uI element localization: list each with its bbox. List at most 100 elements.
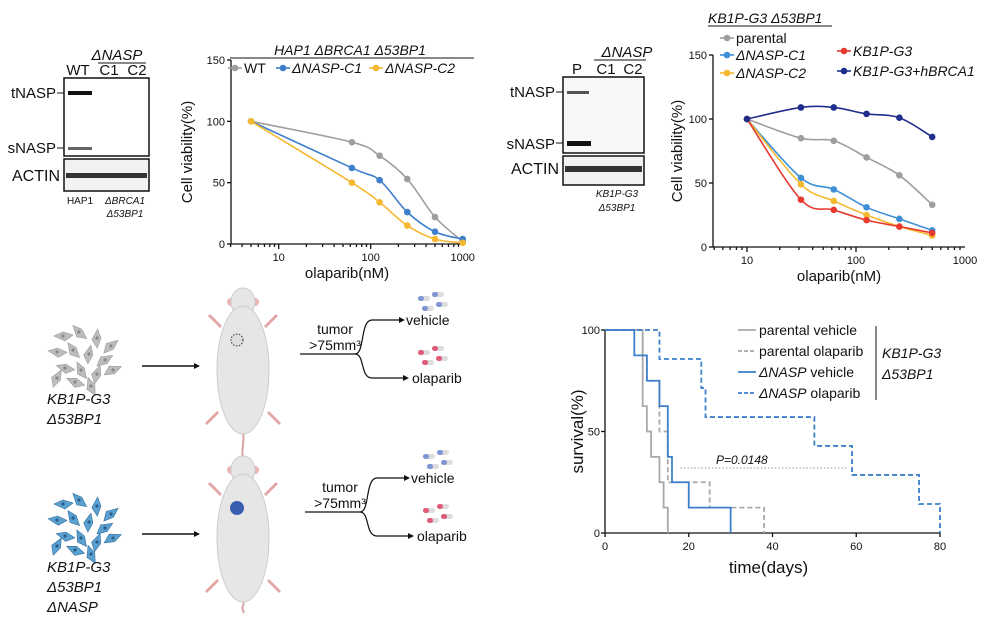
data-point-ΔNASP-C1 (830, 186, 838, 193)
data-point-parental (896, 172, 903, 179)
legend-label: parental vehicle (759, 322, 857, 338)
cell-nucleus (73, 380, 77, 384)
x-tick-label: 20 (683, 541, 695, 553)
data-point-ΔNASP-C1 (348, 164, 356, 172)
arm-label: vehicle (406, 312, 450, 328)
cell-line-label: ΔBRCA1 (104, 196, 145, 207)
x-tick-label: 1000 (953, 255, 977, 267)
series-curve-ΔNASP-C2 (746, 118, 933, 237)
cell-nucleus (109, 344, 113, 348)
legend-label: parental (736, 30, 787, 46)
y-tick-label: 0 (701, 242, 707, 254)
western-blot-hap1: ΔNASP WT C1 C2 tNASP sNASP ACTIN HAP1 ΔB… (8, 47, 150, 220)
blot-nasp-panel (63, 77, 150, 157)
loading-label: ACTIN (12, 168, 60, 185)
data-point-WT (431, 213, 439, 221)
cell-nucleus (61, 502, 65, 506)
legend-label: WT (244, 60, 266, 76)
pill-half (422, 360, 428, 365)
series-curve-WT (250, 120, 464, 243)
series-curve-parental (746, 118, 933, 206)
survival-curve-ΔNASP vehicle (605, 329, 732, 533)
data-point-KB1P-G3 (830, 206, 838, 214)
pill-half (432, 292, 438, 297)
legend-marker (231, 64, 239, 72)
lane-label: C2 (623, 61, 642, 78)
cell-line-label: Δ53BP1 (46, 579, 102, 596)
western-blot-kb1p: ΔNASP P C1 C2 tNASP sNASP ACTIN KB1P-G3 … (507, 44, 653, 214)
branch-arrow-icon (359, 477, 405, 513)
mouse-icon (204, 287, 282, 463)
series-curve-KB1P-G3+hBRCA1 (746, 105, 933, 138)
band-snasp (68, 147, 92, 150)
cell-nucleus (103, 526, 107, 530)
data-point-parental (863, 154, 870, 161)
band-label: sNASP (507, 136, 555, 153)
loading-label: ACTIN (511, 161, 559, 178)
pill-half (423, 454, 429, 459)
legend-marker (840, 67, 848, 75)
data-point-ΔNASP-C1 (797, 174, 805, 182)
x-axis-label: olaparib(nM) (797, 268, 881, 285)
pill-half (437, 504, 443, 509)
pill-half (441, 460, 447, 465)
pill-half (422, 306, 428, 311)
branch-arrow-icon (354, 353, 404, 379)
y-tick-label: 100 (207, 116, 225, 128)
cell-nucleus (103, 358, 107, 362)
y-tick-label: 0 (594, 528, 600, 540)
cell-nucleus (55, 376, 59, 380)
legend-label: ΔNASP-C1 (291, 60, 362, 76)
x-tick-label: 0 (602, 541, 608, 553)
band-tnasp (567, 91, 589, 94)
pills-icon (423, 450, 453, 469)
band-label: sNASP (8, 140, 56, 157)
pill-half (418, 296, 424, 301)
pill-half (427, 518, 433, 523)
arrowhead-icon (408, 533, 414, 539)
p-value-annotation: P=0.0148 (716, 453, 768, 467)
data-point-KB1P-G3+hBRCA1 (928, 133, 936, 141)
arrowhead-icon (399, 317, 405, 323)
cell-nucleus (95, 504, 99, 508)
x-tick-label: 100 (847, 255, 865, 267)
cell-nucleus (87, 352, 91, 356)
data-point-WT (376, 152, 383, 159)
cell-nucleus (55, 544, 59, 548)
survival-curve-parental vehicle (605, 329, 669, 533)
x-tick-label: 100 (362, 252, 380, 264)
lane-label: C1 (99, 62, 118, 79)
y-tick-label: 50 (695, 178, 707, 190)
condition-label: tumor (317, 321, 353, 337)
chart-title: KB1P-G3 Δ53BP1 (708, 10, 822, 26)
arrowhead-icon (194, 363, 200, 369)
condition-label: tumor (322, 479, 358, 495)
survival-curve-ΔNASP olaparib (605, 329, 941, 533)
dose-response-chart-1: 0 50 100 150 10 100 1000 olaparib(nM) Cell viabi… (669, 10, 977, 285)
data-point-ΔNASP-C1 (376, 176, 383, 184)
arm-label: olaparib (417, 528, 467, 544)
blot-nasp-panel (562, 76, 645, 154)
data-point-ΔNASP-C2 (348, 179, 356, 186)
data-point-ΔNASP-C2 (863, 211, 870, 219)
cell-line-label: ΔNASP (46, 599, 98, 616)
branch-arrow-icon (359, 511, 409, 537)
cell-line-label: HAP1 (67, 196, 94, 207)
pill-half (432, 346, 438, 351)
tumor-site-icon (230, 333, 244, 347)
data-point-ΔNASP-C2 (459, 239, 467, 247)
tumor-icon (230, 501, 244, 515)
series-curve-KB1P-G3 (746, 118, 933, 234)
y-tick-label: 50 (213, 178, 225, 190)
arrowhead-icon (404, 475, 410, 481)
lane-label: C2 (127, 62, 146, 79)
data-point-WT (404, 175, 411, 183)
chart-title: HAP1 ΔBRCA1 Δ53BP1 (274, 42, 426, 58)
cell-nucleus (79, 368, 83, 372)
data-point-KB1P-G3 (797, 196, 805, 203)
data-point-ΔNASP-C1 (404, 208, 411, 216)
blot-group-label: ΔNASP (91, 47, 143, 64)
legend-marker (372, 64, 380, 72)
blot-group-label: ΔNASP (601, 44, 653, 61)
cell-nucleus (95, 540, 99, 544)
